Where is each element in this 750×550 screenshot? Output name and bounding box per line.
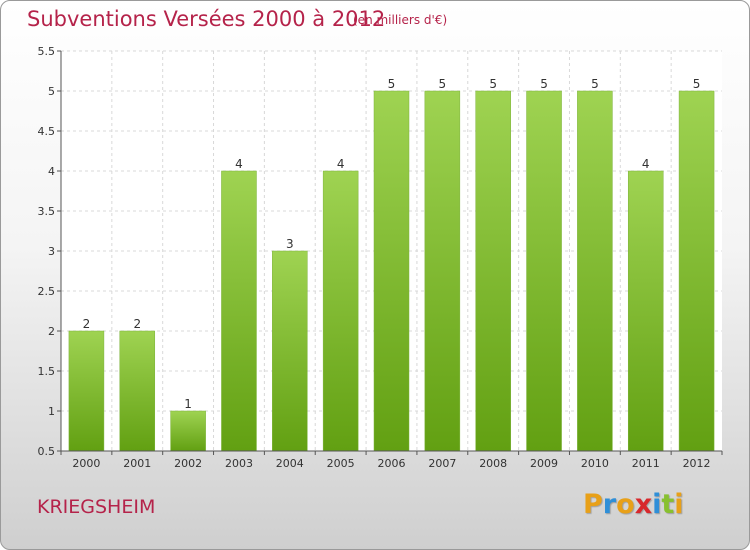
logo-letter: r [602,489,617,520]
bar-value-label: 5 [540,77,548,91]
bar [475,90,511,452]
x-tick-label: 2012 [683,457,711,470]
x-tick-label: 2003 [225,457,253,470]
bar-value-label: 4 [642,157,650,171]
bar-value-label: 5 [489,77,497,91]
bar-value-label: 2 [83,317,91,331]
y-tick-label: 5 [48,85,55,98]
bar [68,330,105,452]
y-tick-label: 1.5 [38,365,56,378]
bar [221,170,257,452]
x-tick-label: 2004 [276,457,304,470]
logo-letter: t [661,489,675,520]
logo-letter: o [616,489,635,520]
proxiti-logo: Proxiti [583,489,684,520]
y-tick-label: 3 [48,245,55,258]
bar [322,170,359,452]
bar-value-label: 1 [184,397,192,411]
y-tick-label: 4 [48,165,55,178]
bar [627,170,664,452]
y-tick-label: 0.5 [38,445,56,458]
chart-title: Subventions Versées 2000 à 2012 [27,7,386,31]
logo-letter: x [634,489,653,520]
bar-value-label: 3 [286,237,294,251]
y-tick-label: 3.5 [38,205,56,218]
bar-value-label: 5 [439,77,447,91]
x-tick-label: 2006 [378,457,406,470]
chart-subtitle: (en milliers d'€) [353,13,448,27]
x-tick-label: 2007 [428,457,456,470]
bar [170,410,206,452]
bar-value-label: 5 [591,77,599,91]
bar-value-label: 5 [693,77,701,91]
bar-value-label: 5 [388,77,396,91]
y-tick-label: 5.5 [38,45,56,58]
y-tick-label: 2 [48,325,55,338]
bar [272,250,308,452]
x-tick-label: 2000 [72,457,100,470]
bar [373,90,410,452]
y-tick-label: 4.5 [38,125,56,138]
logo-letter: i [674,489,684,520]
labels: 0.5 1 1.5 2 2.5 3 3.5 4 4.5 5 5.5 2 2000 2 2001 1 2002 4 2… [38,45,711,470]
axes [57,50,723,455]
x-tick-label: 2011 [632,457,660,470]
bar-value-label: 2 [133,317,141,331]
x-tick-label: 2008 [479,457,507,470]
x-tick-label: 2009 [530,457,558,470]
bar [577,90,613,452]
bar [678,90,715,452]
bar [424,90,461,452]
y-tick-label: 2.5 [38,285,56,298]
bar [119,330,156,452]
x-tick-label: 2005 [327,457,355,470]
x-tick-label: 2002 [174,457,202,470]
x-tick-label: 2010 [581,457,609,470]
commune-name: KRIEGSHEIM [37,496,156,518]
bar-value-label: 4 [337,157,345,171]
logo-letter: i [652,489,662,520]
y-tick-label: 1 [48,405,55,418]
bars [68,90,715,452]
bar [526,90,562,452]
logo-letter: P [583,489,603,520]
bar-value-label: 4 [235,157,243,171]
x-tick-label: 2001 [123,457,151,470]
